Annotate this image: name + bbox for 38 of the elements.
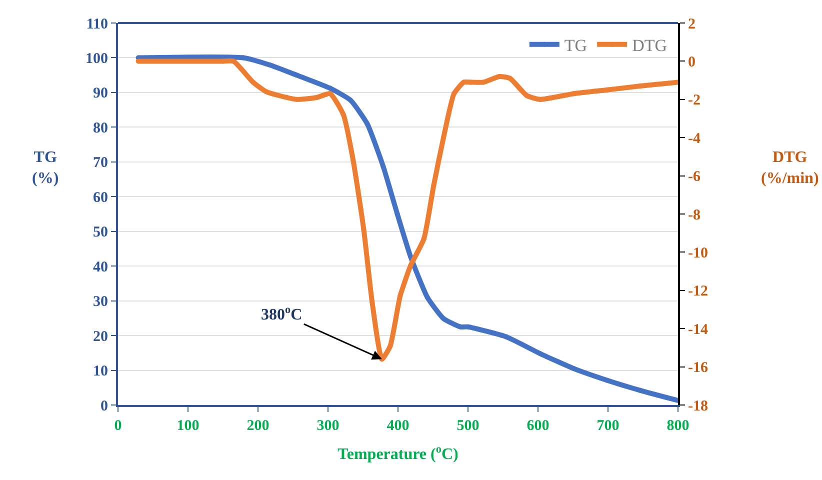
y2-tick-label: -2 [688,92,700,109]
y-tick-label: 30 [93,294,108,310]
y2-tick-label: 0 [688,54,696,70]
x-tick-label: 400 [386,418,410,434]
x-tick-label: 800 [666,418,690,434]
legend-label: TG [564,36,588,55]
y2-axis-title: DTG (%/min) [761,149,819,187]
y-tick-label: 110 [86,16,108,32]
y-tick-label: 70 [93,155,108,172]
y2-tick-label: -8 [688,207,700,224]
y-tick-label: 40 [93,259,108,276]
y2-tick-label: -10 [688,245,708,262]
y2-tick-label: -12 [688,284,708,300]
x-tick-label: 0 [114,418,122,434]
x-tick-label: 600 [526,418,550,434]
x-tick-label: 100 [176,418,200,434]
y-tick-label: 100 [86,50,108,67]
y2-tick-label: -14 [688,322,708,338]
y2-tick-label: -16 [688,360,708,376]
x-axis-title: Temperature ($^{o}$C) [338,443,458,464]
x-tick-label: 700 [596,418,620,434]
y2-tick-label: -6 [688,169,701,186]
y2-tick-label: -18 [688,398,708,414]
y2-tick-label: -4 [688,130,701,147]
y-tick-label: 50 [93,224,108,241]
y-tick-label: 0 [100,398,108,414]
x-tick-label: 500 [456,418,480,434]
y-tick-label: 20 [93,328,108,345]
y2-tick-label: 2 [688,16,696,32]
y-tick-label: 90 [93,86,108,102]
annotation: 380$^{o}$C [261,304,302,324]
legend-label: DTG [632,36,668,55]
x-tick-label: 200 [246,418,270,434]
y-tick-label: 80 [93,120,108,136]
y-tick-label: 10 [93,364,108,380]
y-axis-title: TG (%) [32,149,59,187]
x-tick-label: 300 [316,418,340,434]
y-tick-label: 60 [93,190,108,206]
